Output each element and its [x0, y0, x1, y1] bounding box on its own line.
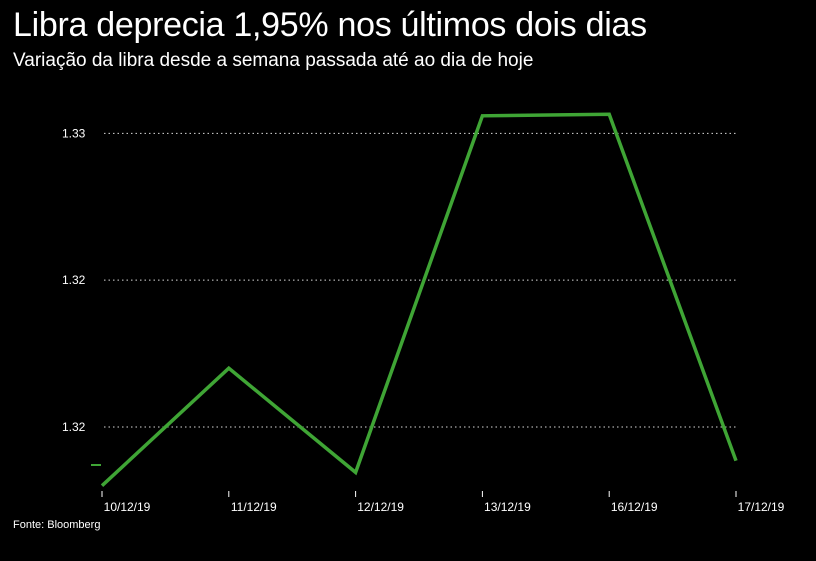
- x-tick-label: 12/12/19: [357, 500, 404, 514]
- series-layer: [100, 112, 738, 487]
- x-tick-label: 13/12/19: [484, 500, 531, 514]
- x-tick-label: 16/12/19: [611, 500, 658, 514]
- chart-subtitle: Variação da libra desde a semana passada…: [13, 50, 534, 71]
- y-tick-label: 1.33: [62, 126, 86, 140]
- x-tick-label: 10/12/19: [104, 500, 151, 514]
- y-tick-label: 1.32: [62, 420, 86, 434]
- x-axis: 10/12/19 11/12/19 12/12/19 13/12/19 16/12/19…: [101, 491, 785, 514]
- source-note: Fonte: Bloomberg: [13, 519, 101, 531]
- chart-title: Libra deprecia 1,95% nos últimos dois di…: [13, 6, 647, 44]
- x-tick-label: 11/12/19: [231, 500, 277, 514]
- y-tick-label: 1.32: [62, 273, 86, 287]
- x-tick-label: 17/12/19: [738, 500, 785, 514]
- gridlines: [104, 132, 737, 428]
- y-axis: 1.32 1.32 1.33: [62, 126, 101, 466]
- series-line: [100, 112, 738, 487]
